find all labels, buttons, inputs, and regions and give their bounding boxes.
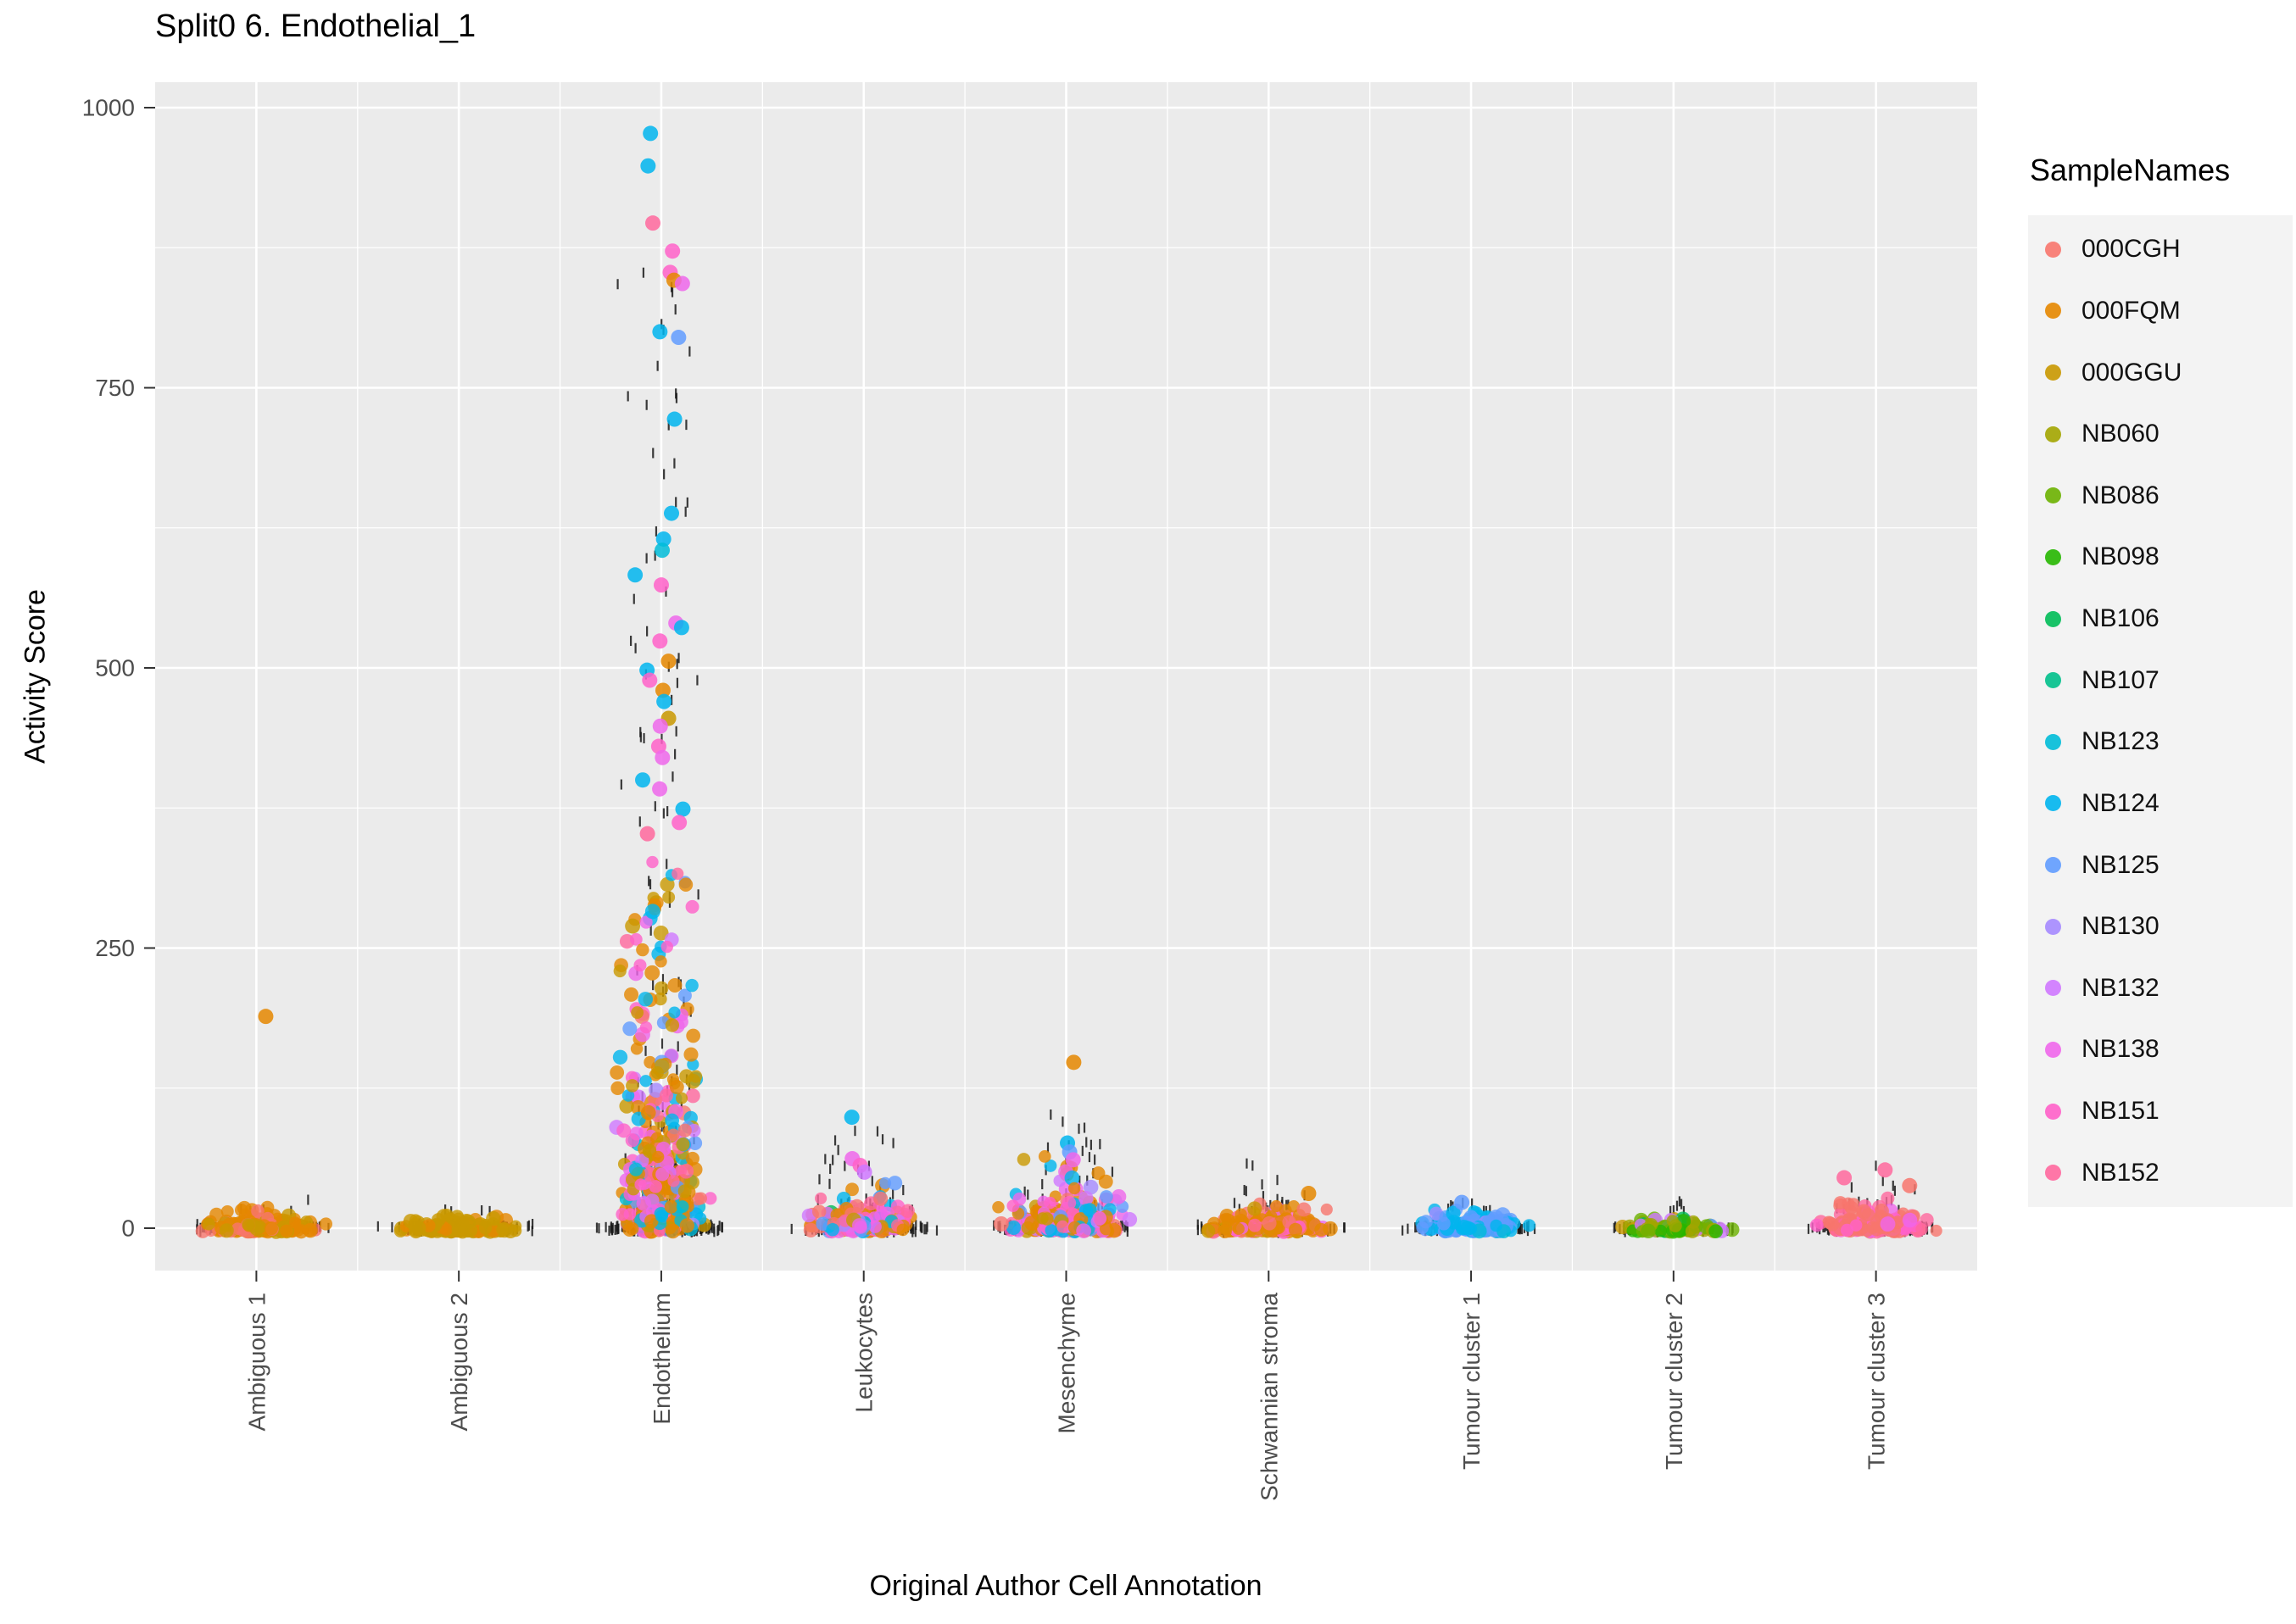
legend-color-dot [2045, 980, 2061, 997]
legend-color-dot [2045, 303, 2061, 320]
legend-color-dot [2045, 795, 2061, 812]
legend-color-dot [2045, 857, 2061, 874]
legend-color-dot [2045, 241, 2061, 258]
svg-text:Mesenchyme: Mesenchyme [1054, 1293, 1080, 1434]
svg-text:Leukocytes: Leukocytes [851, 1293, 878, 1413]
svg-text:Schwannian stroma: Schwannian stroma [1256, 1293, 1282, 1501]
legend-item-label: NB124 [2081, 788, 2159, 817]
legend-item: NB138 [2028, 1035, 2293, 1064]
svg-text:Ambiguous 1: Ambiguous 1 [243, 1293, 270, 1431]
chart-title: Split0 6. Endothelial_1 [155, 8, 476, 44]
legend-color-dot [2045, 610, 2061, 627]
legend-item-label: NB151 [2081, 1097, 2159, 1126]
svg-text:Ambiguous 2: Ambiguous 2 [446, 1293, 472, 1431]
legend-color-dot [2045, 425, 2061, 442]
svg-text:1000: 1000 [82, 95, 135, 121]
legend-item: NB123 [2028, 727, 2293, 756]
legend-item: NB098 [2028, 542, 2293, 571]
legend-color-dot [2045, 548, 2061, 565]
legend-item: NB124 [2028, 789, 2293, 818]
legend-item: NB060 [2028, 420, 2293, 448]
svg-text:0: 0 [121, 1215, 135, 1242]
legend-item-label: NB130 [2081, 912, 2159, 941]
legend-color-dot [2045, 1103, 2061, 1120]
legend-item-label: NB086 [2081, 481, 2159, 509]
svg-text:250: 250 [95, 935, 135, 961]
legend-item-label: 000FQM [2081, 296, 2181, 325]
legend-item: NB132 [2028, 974, 2293, 1003]
legend: SampleNames 000CGH 000FQM 000GGU NB060 NB086… [2028, 153, 2294, 1207]
svg-text:Endothelium: Endothelium [649, 1293, 675, 1425]
legend-item: 000GGU [2028, 359, 2293, 387]
svg-text:Tumour cluster 2: Tumour cluster 2 [1661, 1293, 1687, 1470]
legend-item: NB106 [2028, 604, 2293, 633]
legend-item-label: 000CGH [2081, 235, 2181, 264]
legend-color-dot [2045, 364, 2061, 381]
legend-item: NB152 [2028, 1159, 2293, 1187]
x-axis-title: Original Author Cell Annotation [869, 1570, 1262, 1602]
legend-item-label: NB123 [2081, 727, 2159, 756]
legend-item-label: NB106 [2081, 604, 2159, 633]
legend-color-dot [2045, 733, 2061, 750]
svg-text:Tumour cluster 1: Tumour cluster 1 [1458, 1293, 1485, 1470]
legend-item: NB107 [2028, 666, 2293, 695]
legend-item: NB086 [2028, 481, 2293, 510]
legend-item-label: NB138 [2081, 1035, 2159, 1064]
legend-item-label: NB125 [2081, 850, 2159, 879]
legend-color-dot [2045, 672, 2061, 689]
legend-item-label: NB098 [2081, 542, 2159, 571]
svg-text:500: 500 [95, 655, 135, 681]
legend-title: SampleNames [2030, 153, 2231, 187]
legend-item: 000CGH [2028, 235, 2293, 264]
legend-item-label: 000GGU [2081, 358, 2182, 387]
legend-item-label: NB152 [2081, 1158, 2159, 1187]
legend-color-dot [2045, 487, 2061, 504]
legend-item-label: NB132 [2081, 973, 2159, 1002]
legend-item: 000FQM [2028, 297, 2293, 325]
svg-text:750: 750 [95, 375, 135, 401]
legend-color-dot [2045, 1041, 2061, 1058]
svg-text:Tumour cluster 3: Tumour cluster 3 [1864, 1293, 1890, 1470]
legend-item: NB125 [2028, 851, 2293, 880]
legend-item-label: NB060 [2081, 420, 2159, 448]
legend-band: 000CGH 000FQM 000GGU NB060 NB086 NB098 NB106 NB… [2028, 215, 2293, 1207]
legend-item: NB130 [2028, 912, 2293, 941]
legend-color-dot [2045, 918, 2061, 935]
legend-item-label: NB107 [2081, 665, 2159, 694]
legend-item: NB151 [2028, 1097, 2293, 1126]
legend-color-dot [2045, 1165, 2061, 1182]
